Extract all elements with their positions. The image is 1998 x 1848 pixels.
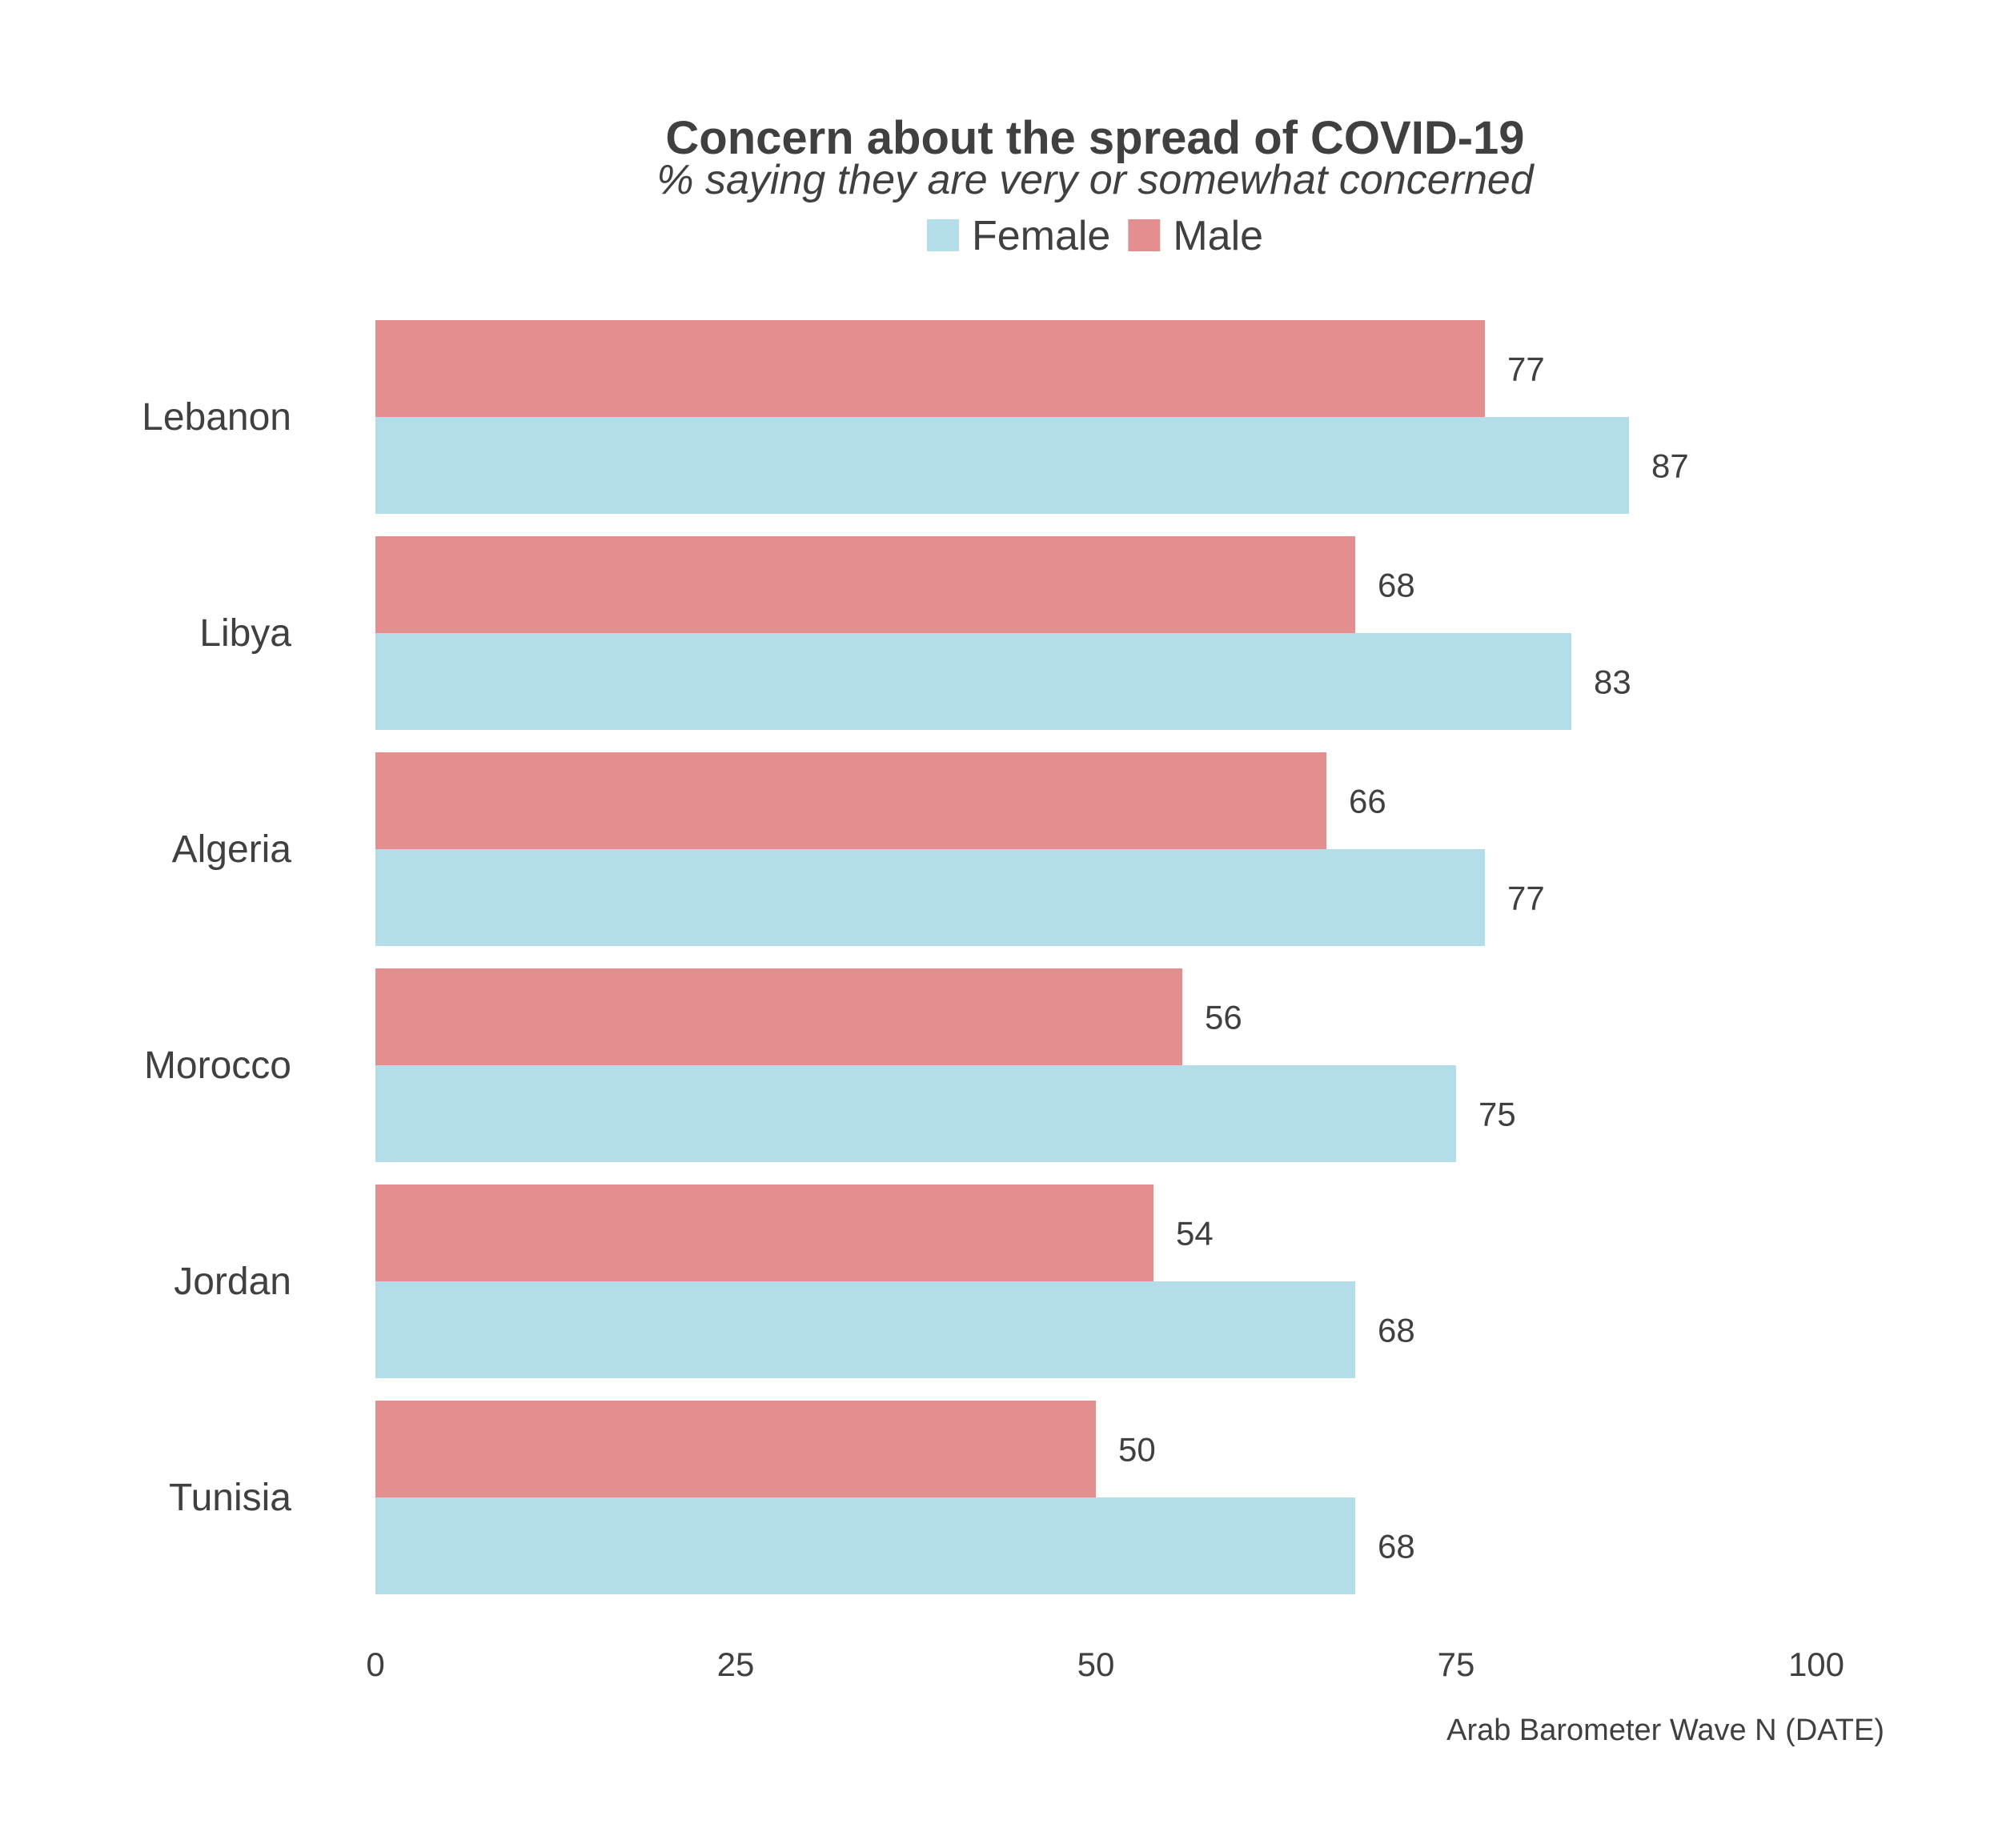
legend: Female Male [926, 213, 1263, 259]
category-label-morocco: Morocco [144, 1044, 291, 1087]
category-label-lebanon: Lebanon [142, 396, 291, 439]
bar-female-algeria [375, 849, 1485, 946]
chart-subtitle: % saying they are very or somewhat conce… [656, 157, 1535, 203]
value-label-male-morocco: 56 [1205, 999, 1242, 1036]
legend-swatch-female [926, 219, 959, 251]
bar-male-lebanon [375, 320, 1485, 417]
value-label-male-libya: 68 [1378, 567, 1415, 604]
value-label-female-libya: 83 [1594, 663, 1631, 701]
value-label-male-lebanon: 77 [1507, 351, 1545, 388]
value-labels-group: 77 87 68 83 66 77 56 75 54 68 50 68 [1118, 351, 1689, 1565]
legend-label-male: Male [1173, 213, 1263, 259]
category-label-tunisia: Tunisia [169, 1477, 291, 1519]
bar-female-morocco [375, 1065, 1456, 1162]
category-label-algeria: Algeria [172, 828, 292, 871]
value-label-female-tunisia: 68 [1378, 1528, 1415, 1565]
bar-female-tunisia [375, 1497, 1355, 1594]
value-label-male-jordan: 54 [1176, 1215, 1214, 1253]
bar-male-jordan [375, 1185, 1153, 1281]
bar-female-libya [375, 633, 1571, 730]
bar-male-algeria [375, 752, 1326, 849]
legend-label-female: Female [972, 213, 1110, 259]
value-label-female-algeria: 77 [1507, 880, 1545, 917]
value-label-male-tunisia: 50 [1118, 1431, 1156, 1469]
x-tick-label-100: 100 [1788, 1646, 1844, 1683]
category-label-jordan: Jordan [174, 1261, 291, 1303]
bar-male-tunisia [375, 1401, 1096, 1497]
category-label-libya: Libya [199, 612, 291, 655]
value-label-male-algeria: 66 [1349, 783, 1386, 820]
bar-female-jordan [375, 1281, 1355, 1378]
legend-swatch-male [1128, 219, 1161, 251]
x-axis-ticks: 0 25 50 75 100 [366, 1646, 1844, 1683]
x-tick-label-0: 0 [366, 1646, 384, 1683]
chart-title: Concern about the spread of COVID-19 [665, 112, 1524, 164]
x-tick-label-50: 50 [1077, 1646, 1115, 1683]
bar-male-libya [375, 536, 1355, 633]
value-label-female-lebanon: 87 [1651, 447, 1689, 485]
bar-female-lebanon [375, 417, 1629, 514]
value-label-female-morocco: 75 [1478, 1096, 1516, 1133]
value-label-female-jordan: 68 [1378, 1312, 1415, 1349]
x-tick-label-75: 75 [1438, 1646, 1475, 1683]
x-tick-label-25: 25 [717, 1646, 755, 1683]
chart-caption: Arab Barometer Wave N (DATE) [1446, 1714, 1884, 1747]
bars-group [375, 320, 1629, 1594]
bar-male-morocco [375, 968, 1182, 1065]
category-labels-group: Lebanon Libya Algeria Morocco Jordan Tunisia [142, 396, 291, 1519]
